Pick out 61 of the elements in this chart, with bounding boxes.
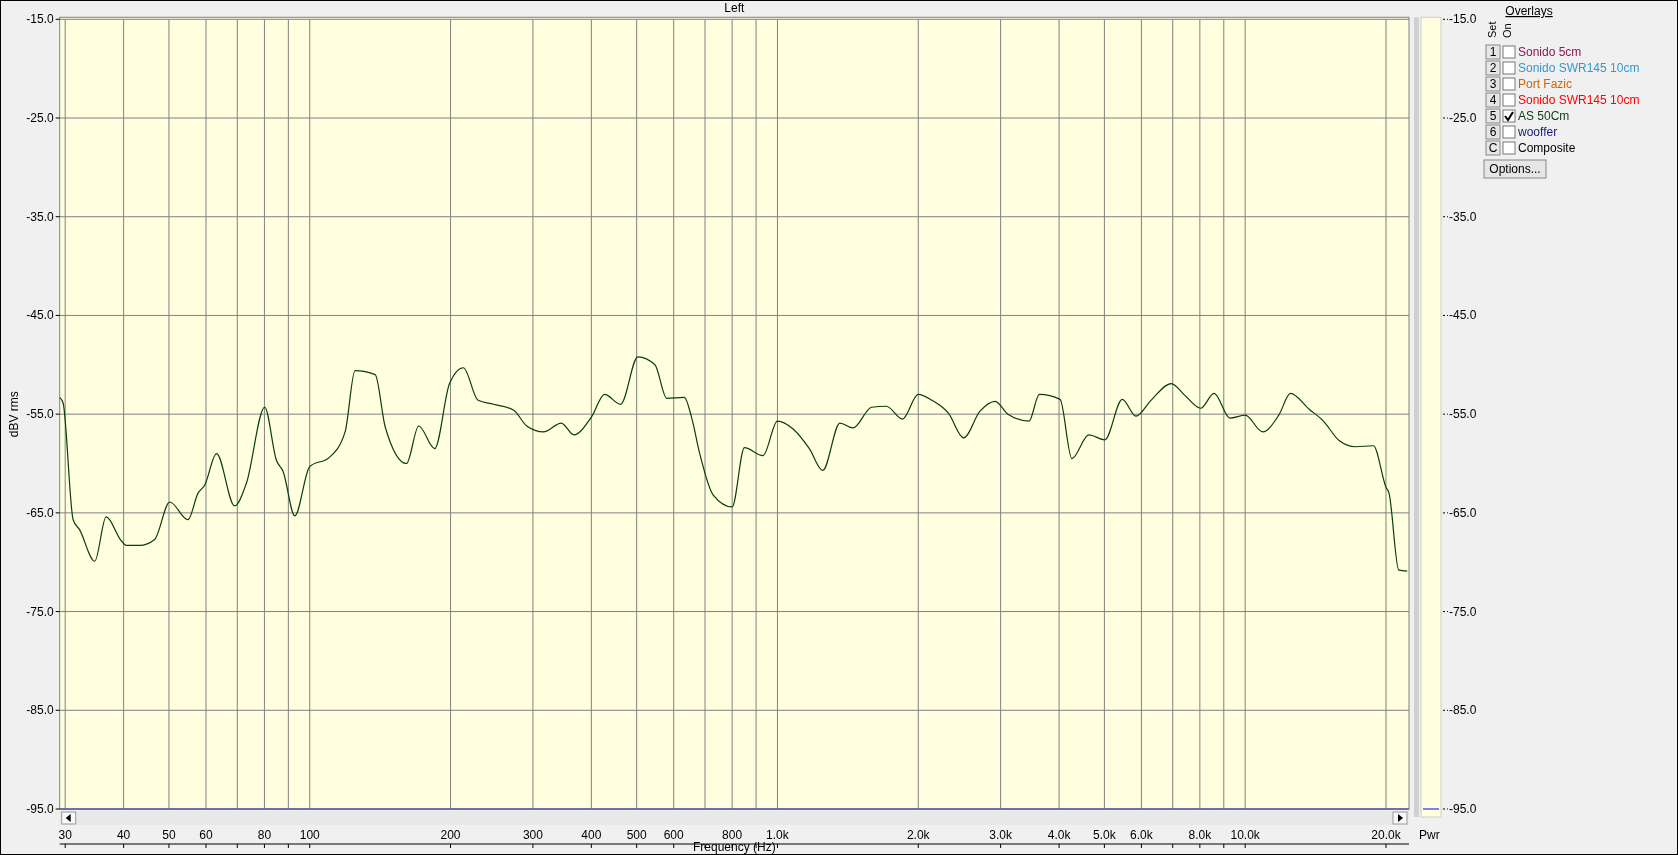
number-button: 6 [1485,124,1501,140]
chart-title: Left [724,1,746,15]
y2-tick-label: -75.0 [1449,604,1477,619]
text: wooffer [1517,125,1558,139]
x-tick-label: 80 [257,828,272,842]
x-tick-label: 4.0k [1047,828,1072,842]
number-button: 3 [1485,76,1501,92]
y-tick-label: -45.0 [26,308,55,323]
y-tick-label: -55.0 [26,407,55,422]
x-tick-label: 20.0k [1371,828,1402,842]
x-tick-label: 200 [440,828,461,842]
x-tick-label: 5.0k [1093,828,1117,842]
y-tick-label: -35.0 [26,209,55,224]
x-tick-label: 500 [626,828,647,842]
x-tick-label: 800 [722,828,743,842]
text: On [1501,23,1513,38]
y2-tick-label: -15.0 [1449,12,1477,27]
text: Pwr [1419,828,1440,842]
x-tick-label: 300 [522,828,544,842]
number-button: 1 [1485,44,1501,60]
x-tick-label: 10.0k [1230,828,1261,842]
text: AS 50Cm [1518,109,1570,123]
x-tick-label: 6.0k [1130,828,1154,842]
text: Sonido SWR145 10cm [1518,93,1640,107]
x-tick-label: 100 [299,828,321,842]
y-tick-label: -85.0 [26,703,55,718]
x-tick-label: 3.0k [989,828,1013,842]
x-tick-label: 30 [58,828,73,842]
x-tick-label: 8.0k [1188,828,1213,842]
x-tick-label: 400 [581,828,602,842]
y2-tick-label: -65.0 [1449,505,1477,520]
legend-title: Overlays [1505,4,1553,18]
y-tick-label: -95.0 [26,802,55,816]
number-button: 2 [1485,60,1501,76]
y-tick-label: -25.0 [26,111,55,126]
x-tick-label: 60 [199,828,213,842]
x-tick-label: 40 [116,828,131,842]
number-button: 5 [1485,108,1501,124]
y-tick-label: -75.0 [26,604,55,619]
y-tick-label: -15.0 [26,12,55,27]
y2-tick-label: -35.0 [1449,209,1477,224]
y2-tick-label: -25.0 [1449,111,1477,126]
y2-tick-label: -45.0 [1449,308,1477,323]
number-button: C [1485,140,1501,156]
y2-tick-label: -85.0 [1449,703,1477,718]
options-button: Options... [1483,159,1547,179]
text: Sonido 5cm [1518,45,1582,59]
text: Set [1486,21,1498,38]
text: Sonido SWR145 10cm [1518,61,1640,75]
x-tick-label: 50 [162,828,176,842]
x-axis-title: Frequency (Hz) [693,840,776,854]
x-tick-label: 2.0k [906,828,931,842]
number-button: 4 [1485,92,1501,108]
x-tick-label: 1.0k [766,828,790,842]
y-tick-label: -65.0 [26,505,55,520]
text: Port Fazic [1518,77,1573,91]
y2-tick-label: -55.0 [1449,407,1477,422]
x-tick-label: 600 [663,828,685,842]
text: Composite [1518,141,1576,155]
y2-tick-label: -95.0 [1449,802,1477,816]
y-axis-title: dBV rms [7,391,21,438]
